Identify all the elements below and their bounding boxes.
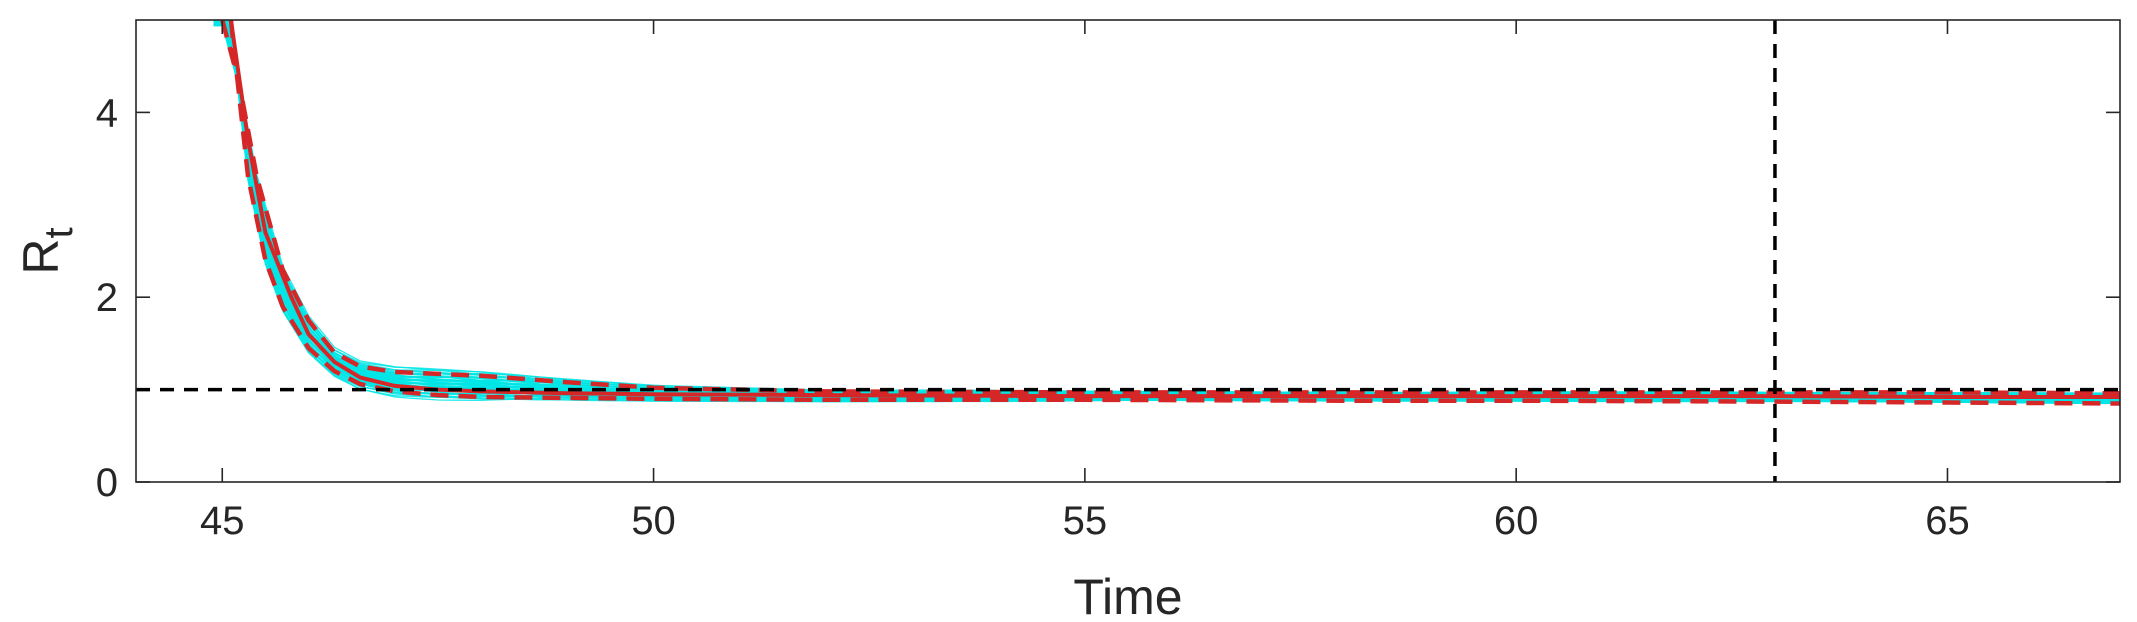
ensemble-realisation-line [222, 20, 2120, 402]
ensemble-realisation-line [213, 21, 2120, 395]
ensemble-realisation-line [213, 24, 2120, 395]
ensemble-realisation-line [222, 20, 2120, 400]
ensemble-realisation-line [213, 24, 2120, 398]
y-axis-title-subscript: t [37, 227, 81, 238]
ensemble-realisation-line [223, 20, 2120, 397]
y-ticks: 0 2 4 [96, 91, 2120, 505]
ensemble-realisation-line [230, 20, 2120, 403]
ensemble-realisation-line [224, 20, 2120, 399]
ensemble-realisation-line [224, 20, 2120, 400]
ensemble-realisation-line [213, 20, 2120, 403]
ensemble-realisation-line [213, 22, 2120, 399]
ensemble-realisation-line [213, 24, 2120, 395]
ensemble-realisation-line [223, 20, 2120, 399]
ensemble-realisation-line [213, 22, 2120, 396]
ensemble-realisation-line [226, 20, 2120, 402]
ensemble-realisation-line [213, 23, 2120, 404]
ensemble-realisation-line [229, 20, 2120, 403]
ensemble-realisation-line [213, 21, 2120, 398]
x-tick-label: 45 [200, 499, 245, 543]
ensemble-realisation-line [213, 20, 2120, 397]
ensemble-realisation-line [223, 20, 2120, 397]
ensemble-realisation-line [223, 20, 2120, 399]
ensemble-realisation-line [213, 20, 2120, 399]
ensemble-realisation-line [213, 24, 2120, 401]
ensemble-realisation-line [213, 21, 2120, 400]
ensemble-realisation-line [222, 20, 2120, 396]
lower-bound-series-line [228, 20, 2120, 406]
ensemble-realisation-line [221, 20, 2120, 396]
svg-text:Rt: Rt [13, 227, 81, 274]
x-tick-label: 50 [631, 499, 676, 543]
ensemble-realisation-line [225, 20, 2120, 402]
ensemble-realisation-line [213, 20, 2120, 400]
plot-frame [135, 19, 2121, 483]
ensemble-realisation-line [213, 22, 2120, 398]
y-tick-label: 2 [96, 276, 118, 320]
ensemble-realisation-line [213, 23, 2120, 403]
ensemble-realisation-line [223, 20, 2120, 396]
ensemble-realisation-line [222, 20, 2120, 399]
ensemble-layer [213, 20, 2120, 405]
reference-layer [136, 20, 2120, 482]
ensemble-realisation-line [213, 24, 2120, 396]
ensemble-realisation-line [213, 24, 2120, 404]
ensemble-realisation-line [223, 20, 2120, 403]
y-tick-label: 4 [96, 91, 118, 135]
ensemble-realisation-line [213, 20, 2120, 395]
ensemble-realisation-line [213, 20, 2120, 404]
ensemble-realisation-line [213, 24, 2120, 397]
x-tick-label: 55 [1063, 499, 1108, 543]
ensemble-realisation-line [222, 20, 2120, 396]
ensemble-realisation-line [224, 20, 2120, 400]
ensemble-realisation-line [213, 22, 2120, 402]
estimate-layer [220, 20, 2120, 406]
y-tick-label: 0 [96, 461, 118, 505]
y-axis-title-main: R [13, 239, 69, 275]
ensemble-realisation-line [213, 22, 2120, 404]
median-series-line [228, 20, 2120, 399]
ensemble-realisation-line [213, 20, 2120, 396]
ensemble-realisation-line [213, 24, 2120, 400]
ensemble-realisation-line [213, 22, 2120, 395]
ensemble-realisation-line [213, 24, 2120, 398]
x-tick-label: 60 [1494, 499, 1539, 543]
y-axis-title: Rt [13, 227, 81, 274]
ensemble-realisation-line [223, 20, 2120, 397]
ensemble-realisation-line [213, 24, 2120, 400]
x-tick-label: 65 [1925, 499, 1970, 543]
ensemble-realisation-line [230, 20, 2120, 405]
ensemble-realisation-line [225, 20, 2120, 402]
ensemble-realisation-line [222, 20, 2120, 397]
ensemble-realisation-line [213, 20, 2120, 405]
ensemble-realisation-line [213, 22, 2120, 401]
ensemble-realisation-line [213, 24, 2120, 403]
ensemble-realisation-line [224, 20, 2120, 400]
ensemble-realisation-line [213, 20, 2120, 402]
ensemble-realisation-line [213, 24, 2120, 401]
ensemble-realisation-line [213, 21, 2120, 397]
upper-bound-series-line [220, 20, 2120, 396]
x-axis-title: Time [1073, 569, 1182, 622]
ensemble-realisation-line [213, 21, 2120, 402]
x-ticks: 45 50 55 60 65 [200, 20, 1970, 543]
ensemble-realisation-line [230, 20, 2120, 403]
